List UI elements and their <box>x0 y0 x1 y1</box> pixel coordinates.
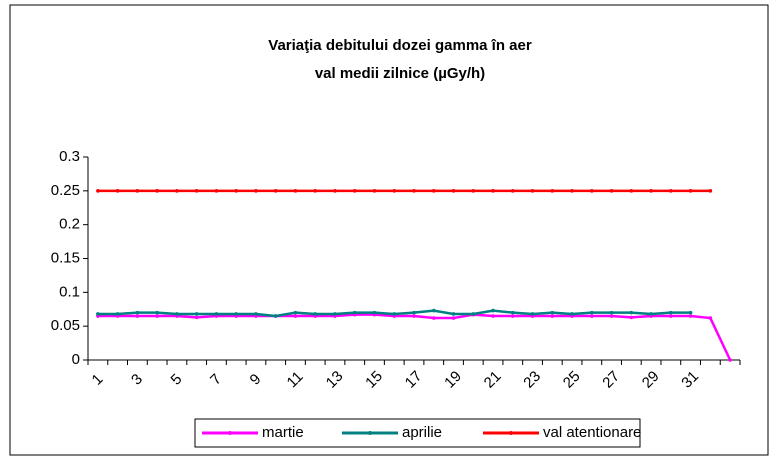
point <box>254 189 258 193</box>
point <box>629 189 634 193</box>
point <box>590 189 594 193</box>
point <box>194 312 199 316</box>
point <box>175 312 179 316</box>
point <box>491 308 495 313</box>
point <box>590 310 594 315</box>
point <box>194 189 199 193</box>
point <box>372 189 377 193</box>
point <box>570 312 574 316</box>
point <box>234 312 238 316</box>
point <box>590 314 594 318</box>
point <box>372 310 377 315</box>
point <box>431 308 436 313</box>
legend-marker <box>228 431 232 435</box>
y-tick-label: 0.1 <box>59 283 80 300</box>
point <box>155 189 159 193</box>
point <box>688 189 693 193</box>
point <box>471 189 476 193</box>
point <box>392 312 397 316</box>
point <box>155 314 159 318</box>
point <box>728 358 732 362</box>
point <box>333 312 337 316</box>
legend-label: val atentionare <box>543 424 641 441</box>
legend-box <box>194 418 641 448</box>
point <box>352 189 357 193</box>
point <box>669 310 673 315</box>
legend-label: aprilie <box>402 424 442 441</box>
point <box>214 312 219 316</box>
point <box>352 310 357 315</box>
legend-label: martie <box>262 424 304 441</box>
point <box>135 189 140 193</box>
point <box>451 312 456 316</box>
point <box>214 189 219 193</box>
point <box>451 189 456 193</box>
point <box>293 314 298 318</box>
point <box>649 189 653 193</box>
point <box>649 312 653 316</box>
point <box>135 310 140 315</box>
y-tick-label: 0.05 <box>51 317 80 334</box>
point <box>293 189 298 193</box>
y-tick-label: 0 <box>72 351 80 368</box>
point <box>510 314 515 318</box>
point <box>431 189 436 193</box>
point <box>451 316 456 320</box>
point <box>510 189 515 193</box>
point <box>194 315 199 320</box>
y-tick-label: 0.25 <box>51 182 80 199</box>
legend-marker <box>368 431 372 435</box>
point <box>96 312 100 316</box>
point <box>234 189 238 193</box>
point <box>412 314 416 318</box>
point <box>293 310 298 315</box>
point <box>669 189 673 193</box>
point <box>273 189 278 193</box>
point <box>155 310 159 315</box>
chart-frame <box>9 4 769 456</box>
point <box>510 310 515 315</box>
point <box>550 310 555 315</box>
point <box>530 189 535 193</box>
point <box>96 189 100 193</box>
point <box>669 314 673 318</box>
y-tick-label: 0.2 <box>59 216 80 233</box>
point <box>708 189 713 193</box>
point <box>333 189 337 193</box>
point <box>471 312 476 316</box>
point <box>175 189 179 193</box>
point <box>313 312 318 316</box>
point <box>570 189 574 193</box>
chart-subtitle: val medii zilnice (µGy/h) <box>315 65 485 82</box>
legend-marker <box>509 431 513 435</box>
point <box>392 189 397 193</box>
point <box>530 312 535 316</box>
point <box>431 316 436 320</box>
point <box>491 189 495 193</box>
point <box>412 189 416 193</box>
point <box>708 316 713 320</box>
point <box>550 314 555 318</box>
point <box>491 314 495 318</box>
point <box>629 315 634 320</box>
point <box>609 310 614 315</box>
point <box>412 310 416 315</box>
point <box>550 189 555 193</box>
y-tick-label: 0.15 <box>51 249 80 266</box>
point <box>313 189 318 193</box>
point <box>115 312 120 316</box>
point <box>115 189 120 193</box>
y-tick-label: 0.3 <box>59 148 80 165</box>
point <box>629 310 634 315</box>
point <box>254 312 258 316</box>
point <box>609 189 614 193</box>
point <box>688 314 693 318</box>
point <box>135 314 140 318</box>
point <box>609 314 614 318</box>
point <box>688 310 693 315</box>
chart-title: Variaţia debitului dozei gamma în aer <box>268 37 532 54</box>
point <box>273 314 278 318</box>
